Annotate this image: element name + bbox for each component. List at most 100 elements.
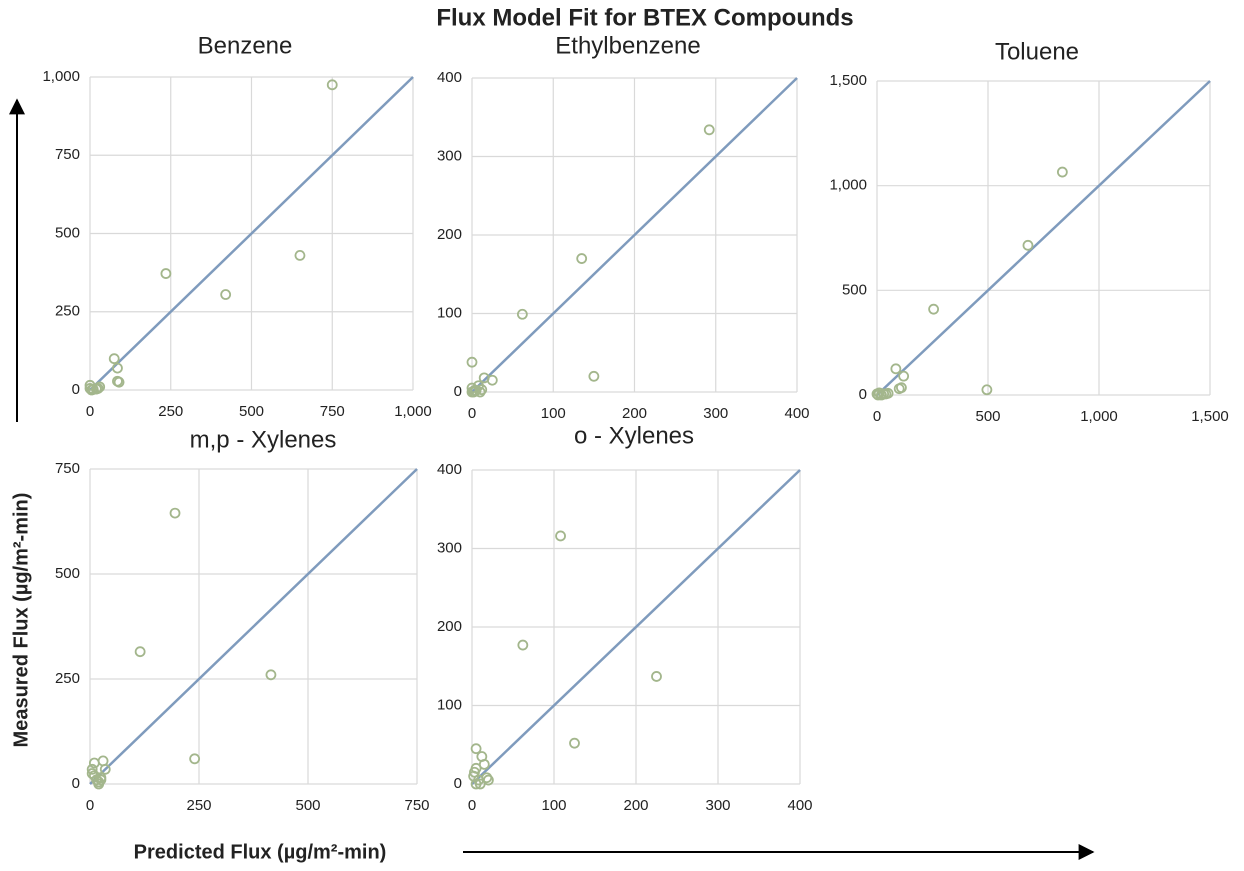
data-point [576, 253, 588, 264]
y-tick-label: 300 [437, 147, 462, 164]
data-point [108, 353, 120, 365]
y-tick-label: 750 [55, 460, 80, 477]
y-tick-label: 0 [454, 383, 462, 400]
fit-line [876, 80, 1211, 396]
x-tick-label: 200 [622, 405, 647, 422]
x-tick-label: 750 [320, 403, 345, 420]
x-tick-label: 500 [239, 403, 264, 420]
data-point [469, 766, 480, 778]
data-point [470, 743, 482, 755]
data-point [86, 763, 98, 775]
x-tick-label: 750 [404, 797, 429, 814]
data-point [1022, 239, 1034, 251]
x-axis-label: Predicted Flux (µg/m²-min) [134, 841, 387, 863]
data-point [516, 308, 528, 320]
chart-title: Benzene [198, 32, 293, 59]
y-tick-label: 500 [55, 224, 80, 241]
data-point [294, 250, 306, 261]
x-tick-label: 300 [703, 405, 728, 422]
data-point [169, 507, 181, 519]
data-point [95, 774, 107, 786]
x-tick-label: 0 [873, 408, 881, 425]
y-tick-label: 100 [437, 304, 462, 321]
y-tick-label: 0 [859, 386, 867, 403]
x-tick-label: 0 [468, 405, 476, 422]
y-tick-label: 0 [72, 381, 80, 398]
data-point [703, 124, 715, 136]
data-point [160, 268, 172, 279]
y-tick-label: 250 [55, 303, 80, 320]
data-point [588, 370, 600, 382]
x-tick-label: 200 [623, 797, 648, 814]
y-tick-label: 0 [72, 775, 80, 792]
x-tick-label: 100 [541, 797, 566, 814]
data-point [189, 753, 201, 765]
data-point [112, 375, 123, 387]
y-tick-label: 200 [437, 618, 462, 635]
x-tick-label: 1,500 [1191, 408, 1229, 425]
data-point [478, 758, 490, 770]
data-point [476, 384, 488, 396]
y-tick-label: 1,000 [42, 68, 80, 85]
data-point [91, 383, 102, 395]
data-point [882, 387, 894, 399]
x-tick-label: 300 [705, 797, 730, 814]
x-tick-label: 0 [468, 797, 476, 814]
y-tick-label: 0 [454, 775, 462, 792]
x-tick-label: 100 [541, 405, 566, 422]
data-point [112, 362, 123, 374]
x-tick-label: 0 [86, 797, 94, 814]
x-tick-label: 250 [186, 797, 211, 814]
data-point [981, 384, 993, 396]
data-point [872, 389, 884, 401]
x-tick-label: 1,000 [1080, 408, 1118, 425]
data-point [466, 356, 478, 368]
y-tick-label: 400 [437, 69, 462, 86]
y-tick-label: 250 [55, 670, 80, 687]
chart-title: m,p - Xylenes [190, 426, 337, 453]
x-tick-label: 400 [784, 405, 809, 422]
data-point [86, 768, 98, 779]
x-tick-label: 1,000 [394, 403, 432, 420]
y-tick-label: 200 [437, 226, 462, 243]
y-tick-label: 300 [437, 539, 462, 556]
y-axis-label: Measured Flux (µg/m²-min) [10, 493, 32, 748]
fit-line [471, 77, 798, 393]
y-tick-label: 1,000 [829, 177, 867, 194]
data-point [555, 530, 566, 542]
data-point [896, 382, 907, 394]
fit-line [89, 76, 414, 391]
y-tick-label: 500 [55, 565, 80, 582]
data-point [482, 774, 494, 786]
data-point [99, 763, 111, 775]
fit-line [89, 468, 418, 785]
data-point [890, 363, 902, 375]
data-point [265, 669, 277, 681]
y-tick-label: 100 [437, 696, 462, 713]
x-tick-label: 0 [86, 403, 94, 420]
data-point [486, 374, 498, 386]
x-tick-label: 500 [975, 408, 1000, 425]
data-point [470, 778, 482, 790]
data-point [1056, 166, 1068, 178]
chart-title: Ethylbenzene [555, 32, 700, 59]
y-tick-label: 400 [437, 461, 462, 478]
figure-title: Flux Model Fit for BTEX Compounds [436, 4, 853, 31]
data-point [220, 289, 232, 300]
data-point [134, 646, 146, 658]
chart-title: Toluene [995, 38, 1079, 65]
x-tick-label: 500 [295, 797, 320, 814]
data-point [569, 737, 580, 749]
data-point [466, 386, 478, 398]
data-point [517, 639, 529, 651]
data-point [326, 79, 338, 91]
y-tick-label: 750 [55, 146, 80, 163]
chart-title: o - Xylenes [574, 422, 694, 449]
fit-line [471, 469, 801, 785]
data-point [928, 303, 940, 315]
data-point [651, 671, 662, 682]
data-point [481, 772, 493, 784]
x-tick-label: 250 [158, 403, 183, 420]
